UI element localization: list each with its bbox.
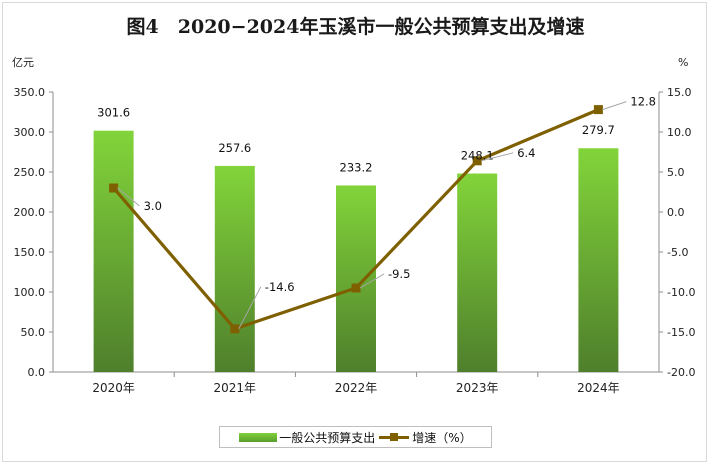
growth-leader-line (238, 286, 262, 330)
x-axis-category-label: 2022年 (335, 381, 378, 395)
growth-point-marker (593, 105, 603, 115)
growth-point-marker (109, 183, 119, 193)
growth-data-label: -9.5 (388, 267, 410, 281)
left-axis-tick-label: 250.0 (14, 166, 46, 179)
bar-spending (336, 185, 376, 372)
chart-frame (2, 2, 707, 462)
legend-label-growth: 增速（%） (412, 430, 472, 445)
left-axis-unit: 亿元 (12, 56, 34, 69)
growth-leader-line (481, 152, 514, 162)
right-axis-tick-label: 5.0 (667, 166, 685, 179)
growth-leader-line (117, 187, 140, 207)
growth-data-label: 6.4 (517, 146, 535, 160)
left-axis-tick-label: 100.0 (14, 286, 46, 299)
bar-spending (214, 165, 255, 372)
right-axis-unit: % (678, 56, 688, 69)
bar-data-label: 301.6 (97, 106, 130, 120)
bar-spending (578, 148, 619, 372)
x-axis-category-label: 2023年 (456, 381, 499, 395)
bar-data-label: 257.6 (218, 141, 251, 155)
right-axis-tick-label: 15.0 (667, 86, 692, 99)
growth-point-marker (351, 283, 361, 293)
legend-label-spending: 一般公共预算支出 (279, 430, 376, 445)
x-axis-category-label: 2020年 (92, 381, 135, 395)
bar-spending (457, 173, 498, 372)
legend: 一般公共预算支出 增速（%） (219, 426, 492, 448)
right-axis-tick-label: -5.0 (667, 246, 688, 259)
right-axis-tick-label: 10.0 (667, 126, 692, 139)
bar-spending (93, 130, 134, 372)
growth-data-label: -14.6 (265, 280, 295, 294)
bar-data-label: 279.7 (582, 123, 615, 137)
right-axis-tick-label: -20.0 (667, 366, 695, 379)
legend-item-growth: 增速（%） (379, 429, 472, 446)
legend-line-swatch (379, 432, 410, 442)
x-axis-category-label: 2024年 (577, 381, 620, 395)
growth-data-label: 3.0 (144, 199, 162, 213)
right-axis-tick-label: -10.0 (667, 286, 695, 299)
bar-data-label: 233.2 (340, 160, 373, 174)
growth-leader-line (359, 273, 385, 289)
right-axis-tick-label: -15.0 (667, 326, 695, 339)
growth-point-marker (230, 324, 240, 334)
left-axis-tick-label: 300.0 (14, 126, 46, 139)
x-axis-category-label: 2021年 (214, 381, 257, 395)
left-axis-tick-label: 150.0 (14, 246, 46, 259)
left-axis-tick-label: 200.0 (14, 206, 46, 219)
legend-bar-swatch (239, 432, 278, 442)
growth-leader-line (602, 101, 627, 111)
left-axis-tick-label: 350.0 (14, 86, 46, 99)
growth-point-marker (472, 156, 482, 166)
left-axis-tick-label: 0.0 (28, 366, 46, 379)
legend-item-spending: 一般公共预算支出 (239, 429, 375, 446)
right-axis-tick-label: 0.0 (667, 206, 685, 219)
bar-data-label: 248.1 (461, 149, 494, 163)
chart-title: 图4 2020−2024年玉溪市一般公共预算支出及增速 (126, 16, 585, 38)
growth-data-label: 12.8 (630, 95, 656, 109)
left-axis-tick-label: 50.0 (21, 326, 46, 339)
